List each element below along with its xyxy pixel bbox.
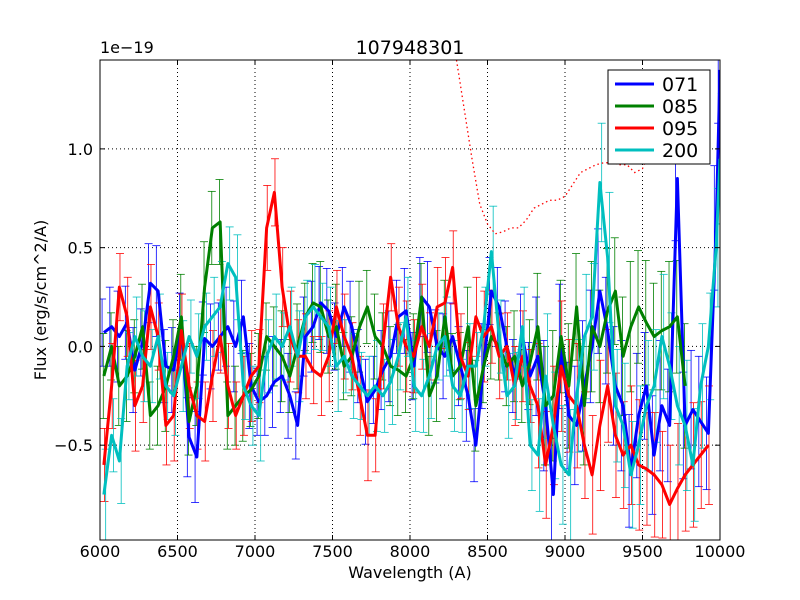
data-layer [100,60,720,540]
x-tick-label: 10000 [695,542,746,561]
legend-label-085: 085 [662,96,698,118]
chart-title: 107948301 [356,37,465,59]
y-tick-label: 0.0 [68,337,93,356]
y-axis-offset-label: 1e−19 [100,38,154,57]
legend-label-071: 071 [662,74,698,96]
x-axis-label: Wavelength (A) [348,563,471,582]
x-tick-label: 8000 [390,542,431,561]
legend-label-095: 095 [662,118,698,140]
y-tick-label: 0.5 [68,239,93,258]
x-tick-label: 7000 [235,542,276,561]
series-line-071 [102,69,720,497]
x-tick-label: 6500 [157,542,198,561]
tick-layer: 6000 6500 7000 7500 8000 8500 9000 9500 10000 −0.… [54,60,745,561]
y-tick-label: 1.0 [68,140,93,159]
x-tick-label: 9500 [622,542,663,561]
legend-label-200: 200 [662,140,698,162]
x-tick-label: 9000 [545,542,586,561]
x-tick-label: 8500 [467,542,508,561]
x-tick-label: 6000 [80,542,121,561]
series-line-200 [102,158,720,495]
y-axis-label: Flux (erg/s/cm^2/A) [31,220,50,381]
x-tick-label: 7500 [312,542,353,561]
legend-box [607,69,711,165]
y-tick-label: −0.5 [54,436,93,455]
series-line-095 [102,190,710,506]
